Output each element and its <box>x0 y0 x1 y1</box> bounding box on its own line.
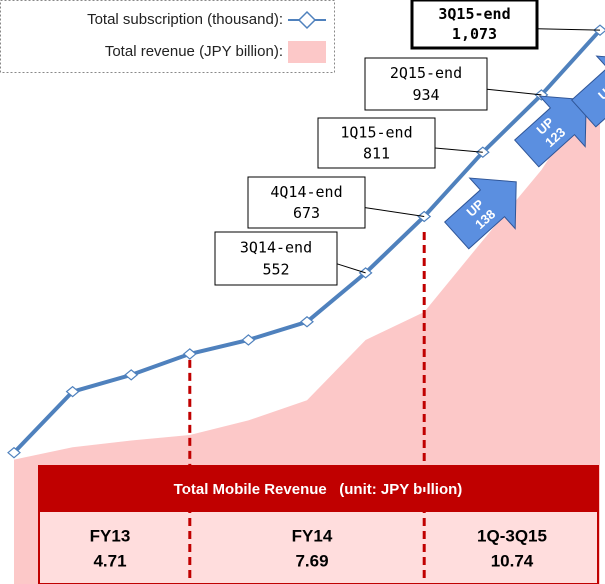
legend-label: Total subscription (thousand): <box>87 11 283 28</box>
callout-name: 3Q15-end <box>438 5 510 23</box>
callout-value: 1,073 <box>452 25 497 43</box>
callout-name: 4Q14-end <box>270 183 342 201</box>
callout-box <box>214 231 338 286</box>
callout-box <box>247 176 366 229</box>
table-value: 4.71 <box>93 551 126 570</box>
callout-value: 934 <box>412 86 439 104</box>
callout-leader <box>336 263 366 274</box>
legend-marker <box>297 10 317 30</box>
callout-box <box>364 57 488 111</box>
callout-value: 811 <box>363 145 390 163</box>
point-marker <box>124 369 139 381</box>
arrow-text: UP <box>595 79 605 102</box>
callout-box <box>410 0 539 50</box>
table-column: FY14 <box>292 526 333 545</box>
table-value: 7.69 <box>295 551 328 570</box>
callout-name: 3Q14-end <box>240 238 312 256</box>
point-marker <box>182 348 197 360</box>
up-arrow: UP <box>571 55 605 128</box>
arrow-shape <box>444 177 517 250</box>
point-marker <box>7 446 21 459</box>
arrow-shape <box>571 55 605 128</box>
callout-leader <box>364 207 425 217</box>
point-marker <box>300 315 314 328</box>
table-header <box>39 466 598 512</box>
callout-value: 552 <box>262 261 289 279</box>
callout-box <box>317 117 436 169</box>
table-column: FY13 <box>90 526 131 545</box>
legend-label: Total revenue (JPY billion): <box>105 43 283 60</box>
callout-name: 2Q15-end <box>390 64 462 82</box>
point-marker <box>534 89 549 101</box>
callout-leader <box>434 147 483 153</box>
callout-leader <box>536 28 601 31</box>
legend-swatch <box>288 41 326 63</box>
callout-leader <box>486 88 542 96</box>
callout-name: 1Q15-end <box>340 124 412 142</box>
point-marker <box>65 385 80 398</box>
revenue-area <box>14 79 600 584</box>
table-column: 1Q-3Q15 <box>477 526 547 545</box>
legend-box <box>0 0 335 73</box>
point-marker <box>241 334 256 346</box>
table-value: 10.74 <box>491 551 534 570</box>
arrow-shape <box>514 95 587 168</box>
table-title: Total Mobile Revenue (unit: JPY billion) <box>174 481 463 498</box>
callout-value: 673 <box>293 204 320 222</box>
